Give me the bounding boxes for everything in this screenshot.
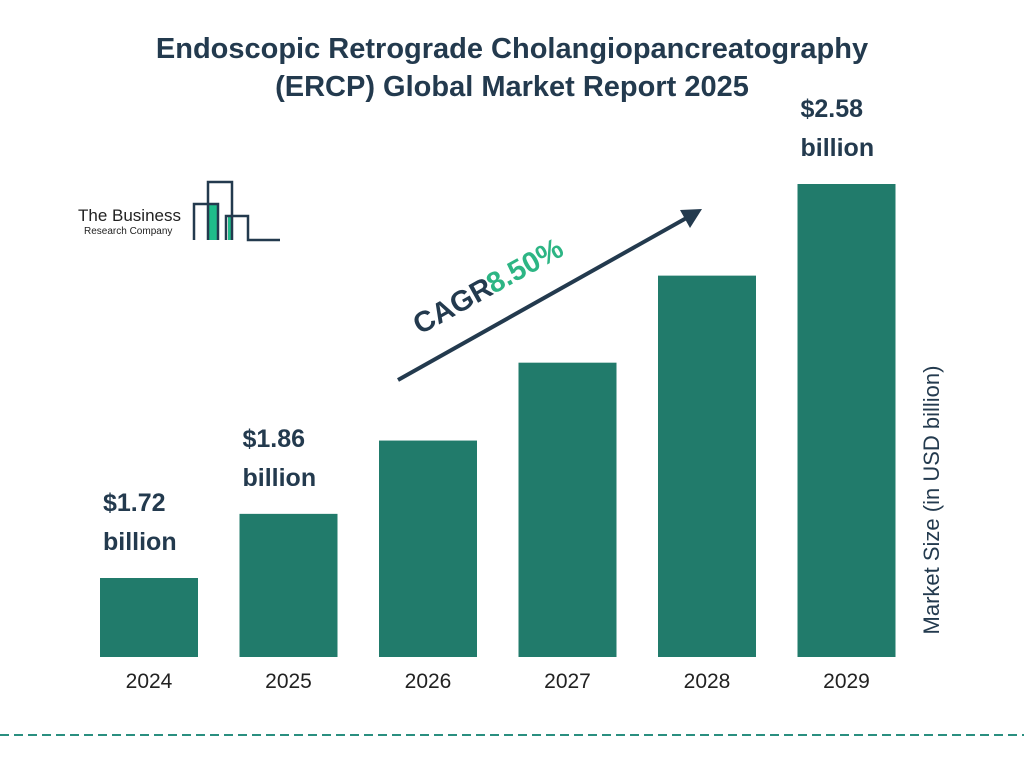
data-label-unit: billion <box>103 528 177 556</box>
x-tick-label: 2029 <box>823 670 870 693</box>
bar-2029 <box>797 184 896 657</box>
logo-line-2: Research Company <box>84 226 173 237</box>
data-label-value: $1.86 <box>243 425 306 453</box>
logo-buildings-icon <box>192 180 280 242</box>
data-label-value: $1.72 <box>103 489 166 517</box>
title-line-1: Endoscopic Retrograde Cholangiopancreato… <box>155 33 869 65</box>
x-tick-label: 2024 <box>126 670 173 693</box>
y-axis-label: Market Size (in USD billion) <box>919 365 944 635</box>
bar-2028 <box>658 275 756 657</box>
bar-2027 <box>518 362 617 657</box>
data-label-unit: billion <box>801 134 875 162</box>
title-line-2: (ERCP) Global Market Report 2025 <box>275 71 749 103</box>
data-label-value: $2.58 <box>801 95 864 123</box>
logo-line-1: The Business <box>78 206 181 225</box>
bar-2025 <box>239 513 338 657</box>
data-label-unit: billion <box>243 464 317 492</box>
cagr-arrow-head-icon <box>680 209 702 228</box>
x-tick-label: 2026 <box>405 670 452 693</box>
cagr-arrow-line <box>397 214 691 382</box>
x-tick-label: 2028 <box>684 670 731 693</box>
cagr-annotation: CAGR 8.50% <box>397 209 702 382</box>
x-tick-label: 2027 <box>544 670 591 693</box>
bar-2024 <box>100 578 198 657</box>
chart-title: Endoscopic Retrograde Cholangiopancreato… <box>0 30 1024 106</box>
x-tick-label: 2025 <box>265 670 312 693</box>
bar-2026 <box>379 440 477 657</box>
